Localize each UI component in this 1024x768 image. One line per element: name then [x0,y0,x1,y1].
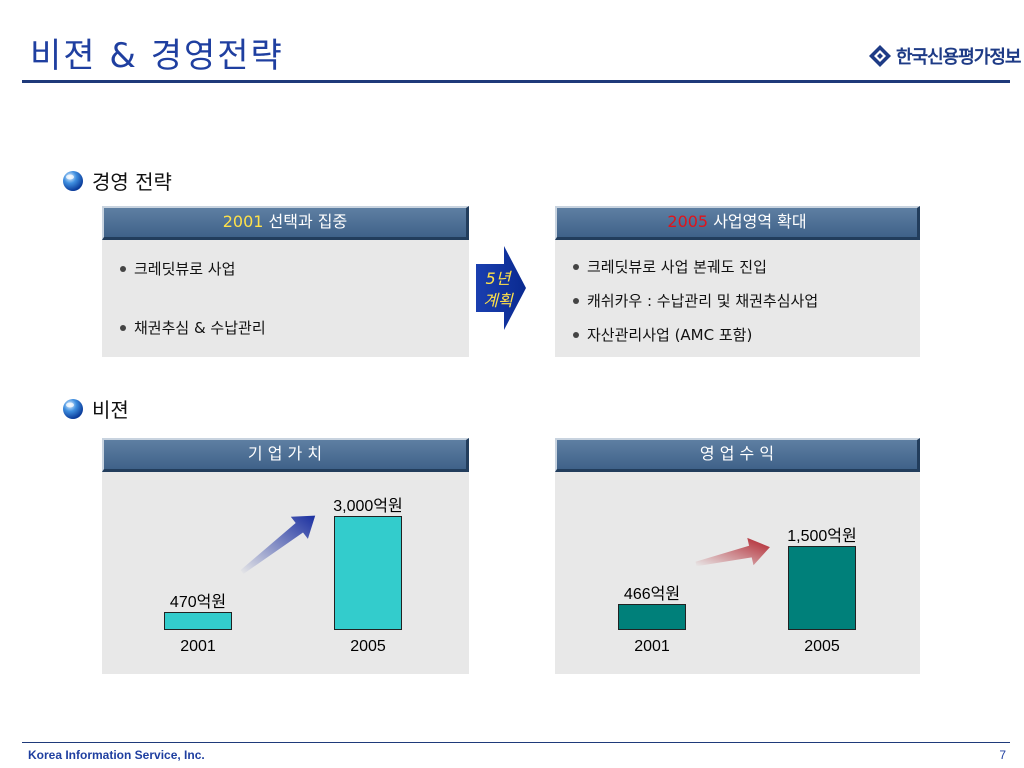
strategy-2005-year: 2005 [667,212,709,231]
strategy-2005-panel: 2005 사업영역 확대 크레딧뷰로 사업 본궤도 진입 캐쉬카우 : 수납관리… [555,206,920,357]
bullet-dot-icon [573,331,579,338]
bullet-dot-icon [573,263,579,270]
strategy-2001-header: 2001 선택과 집중 [102,206,469,240]
footer-company: Korea Information Service, Inc. [28,748,205,762]
operating-revenue-header: 영 업 수 익 [555,438,920,472]
logo-text: 한국신용평가정보 [896,47,1021,68]
strategy-2001-year: 2001 [222,212,264,231]
list-item: 캐쉬카우 : 수납관리 및 채권추심사업 [573,290,818,311]
bullet-dot-icon [120,324,126,331]
data-label-2005: 3,000억원 [333,498,403,515]
strategy-2001-list: 크레딧뷰로 사업 채권추심 & 수납관리 [120,258,266,338]
bar-2005 [788,546,856,630]
data-label-2001: 466억원 [623,586,681,603]
bar-2001 [164,612,232,630]
operating-revenue-chart: 영 업 수 익 466억원 2001 1,500억원 2005 [555,438,920,674]
strategy-2005-list: 크레딧뷰로 사업 본궤도 진입 캐쉬카우 : 수납관리 및 채권추심사업 자산관… [573,256,818,345]
bar-2005 [334,516,402,630]
list-item: 크레딧뷰로 사업 [120,258,266,279]
blue-orb-bullet-icon [63,398,83,419]
category-label-2005: 2005 [350,638,386,655]
title-divider [22,80,1010,83]
blue-orb-bullet-icon [63,170,83,191]
page-number: 7 [999,748,1006,762]
vision-heading-text: 비젼 [92,398,129,422]
strategy-2005-title: 사업영역 확대 [708,212,807,231]
list-item: 자산관리사업 (AMC 포함) [573,324,818,345]
enterprise-value-header: 기 업 가 치 [102,438,469,472]
bullet-dot-icon [120,265,126,272]
five-year-plan-label: 5년 계획 [483,269,513,310]
five-year-plan-arrow-icon [476,246,526,330]
category-label-2005: 2005 [804,638,840,655]
data-label-2001: 470억원 [169,594,227,611]
growth-arrow-icon [240,515,316,574]
bullet-dot-icon [573,297,579,304]
category-label-2001: 2001 [634,638,670,655]
vision-heading: 비젼 [62,394,129,423]
strategy-2005-header: 2005 사업영역 확대 [555,206,920,240]
company-logo: 한국신용평가정보 [868,42,1021,70]
category-label-2001: 2001 [180,638,216,655]
page-title: 비젼 & 경영전략 [30,36,284,76]
enterprise-value-chart: 기 업 가 치 470억원 2001 3,000억원 2005 [102,438,469,674]
strategy-2001-title: 선택과 집중 [263,212,348,231]
logo-diamond-icon [869,45,891,67]
data-label-2005: 1,500억원 [787,528,857,545]
strategy-heading: 경영 전략 [62,166,172,195]
strategy-heading-text: 경영 전략 [92,170,172,194]
growth-arrow-icon [695,537,770,567]
bar-2001 [618,604,686,630]
strategy-2001-panel: 2001 선택과 집중 크레딧뷰로 사업 채권추심 & 수납관리 [102,206,469,357]
footer-divider [22,742,1010,743]
list-item: 크레딧뷰로 사업 본궤도 진입 [573,256,818,277]
list-item: 채권추심 & 수납관리 [120,317,266,338]
